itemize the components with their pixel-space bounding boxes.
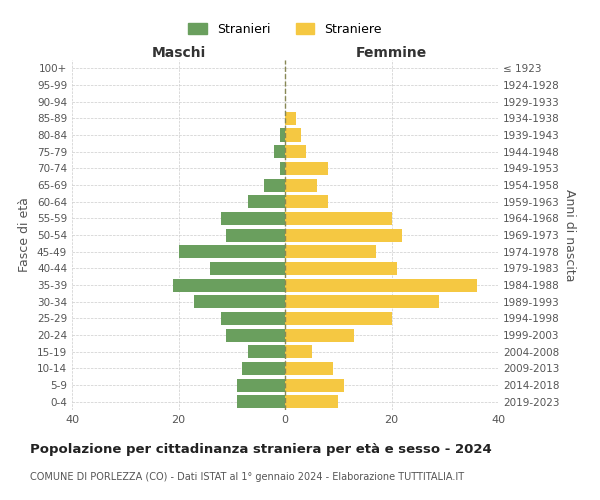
Bar <box>285 362 333 375</box>
Bar <box>285 295 439 308</box>
Bar <box>285 212 392 225</box>
Bar <box>285 278 477 291</box>
Bar <box>285 195 328 208</box>
Bar <box>285 128 301 141</box>
Bar <box>211 262 285 275</box>
Bar <box>221 312 285 325</box>
Bar <box>221 212 285 225</box>
Text: Popolazione per cittadinanza straniera per età e sesso - 2024: Popolazione per cittadinanza straniera p… <box>30 442 492 456</box>
Bar <box>285 395 338 408</box>
Y-axis label: Anni di nascita: Anni di nascita <box>563 188 576 281</box>
Y-axis label: Fasce di età: Fasce di età <box>19 198 31 272</box>
Bar <box>285 312 392 325</box>
Bar <box>226 328 285 342</box>
Bar <box>248 345 285 358</box>
Text: COMUNE DI PORLEZZA (CO) - Dati ISTAT al 1° gennaio 2024 - Elaborazione TUTTITALI: COMUNE DI PORLEZZA (CO) - Dati ISTAT al … <box>30 472 464 482</box>
Bar <box>285 178 317 192</box>
Text: Maschi: Maschi <box>151 46 206 60</box>
Bar <box>285 378 344 392</box>
Bar <box>264 178 285 192</box>
Bar <box>285 112 296 125</box>
Bar <box>285 228 402 241</box>
Bar <box>274 145 285 158</box>
Bar <box>194 295 285 308</box>
Bar <box>248 195 285 208</box>
Legend: Stranieri, Straniere: Stranieri, Straniere <box>183 18 387 41</box>
Bar <box>226 228 285 241</box>
Bar <box>280 162 285 175</box>
Bar <box>285 162 328 175</box>
Bar <box>242 362 285 375</box>
Bar <box>280 128 285 141</box>
Bar <box>173 278 285 291</box>
Bar <box>237 378 285 392</box>
Bar <box>237 395 285 408</box>
Bar <box>285 328 354 342</box>
Text: Femmine: Femmine <box>356 46 427 60</box>
Bar <box>285 145 307 158</box>
Bar <box>285 262 397 275</box>
Bar <box>285 345 311 358</box>
Bar <box>285 245 376 258</box>
Bar <box>179 245 285 258</box>
